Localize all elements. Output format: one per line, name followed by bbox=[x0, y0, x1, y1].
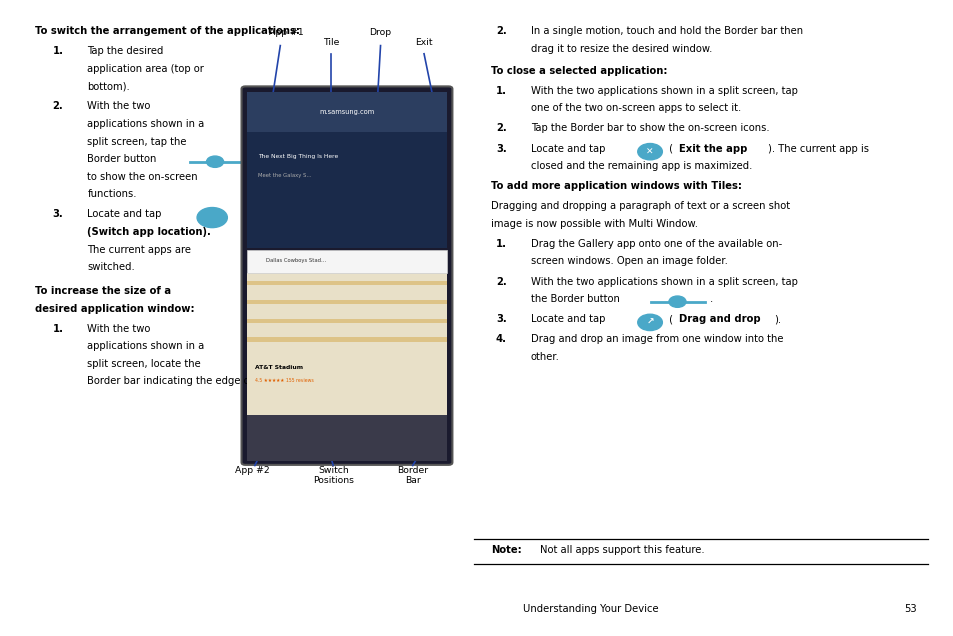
Circle shape bbox=[206, 156, 223, 167]
Text: The Next Big Thing Is Here: The Next Big Thing Is Here bbox=[257, 154, 337, 159]
Text: to show the on-screen: to show the on-screen bbox=[88, 172, 198, 182]
Circle shape bbox=[668, 296, 685, 307]
Text: Dragging and dropping a paragraph of text or a screen shot: Dragging and dropping a paragraph of tex… bbox=[491, 201, 789, 211]
Text: To switch the arrangement of the applications:: To switch the arrangement of the applica… bbox=[35, 26, 300, 36]
Text: Tap the desired: Tap the desired bbox=[88, 46, 164, 56]
Bar bbox=[247, 319, 446, 323]
Text: 53: 53 bbox=[903, 604, 916, 614]
Text: 2.: 2. bbox=[496, 26, 506, 36]
Text: .: . bbox=[709, 294, 712, 304]
Text: App #1: App #1 bbox=[269, 28, 303, 37]
Text: App #2: App #2 bbox=[234, 466, 269, 474]
Bar bbox=[247, 338, 446, 342]
Text: functions.: functions. bbox=[88, 190, 136, 199]
Text: 3.: 3. bbox=[52, 209, 63, 219]
Text: application area (top or: application area (top or bbox=[88, 64, 204, 74]
Circle shape bbox=[638, 144, 661, 160]
Text: Understanding Your Device: Understanding Your Device bbox=[522, 604, 658, 614]
Text: Locate and tap: Locate and tap bbox=[531, 144, 604, 153]
Text: 2.: 2. bbox=[52, 102, 63, 111]
Text: AT&T Stadium: AT&T Stadium bbox=[254, 365, 302, 370]
Text: To close a selected application:: To close a selected application: bbox=[491, 66, 667, 76]
Text: Note:: Note: bbox=[491, 544, 521, 555]
Text: 1.: 1. bbox=[52, 324, 63, 334]
Text: drag it to resize the desired window.: drag it to resize the desired window. bbox=[531, 44, 712, 53]
Text: (Switch app location).: (Switch app location). bbox=[88, 227, 211, 237]
Text: split screen, locate the: split screen, locate the bbox=[88, 359, 201, 369]
Text: split screen, tap the: split screen, tap the bbox=[88, 137, 187, 147]
Text: Locate and tap: Locate and tap bbox=[531, 314, 604, 324]
Text: other.: other. bbox=[531, 352, 559, 362]
Text: Tap the Border bar to show the on-screen icons.: Tap the Border bar to show the on-screen… bbox=[531, 123, 769, 134]
Text: With the two: With the two bbox=[88, 324, 151, 334]
Text: ).: ). bbox=[773, 314, 781, 324]
Text: bottom).: bottom). bbox=[88, 81, 130, 92]
Circle shape bbox=[638, 314, 661, 331]
Text: 1.: 1. bbox=[496, 86, 506, 96]
Text: desired application window:: desired application window: bbox=[35, 303, 194, 314]
Text: With the two: With the two bbox=[88, 102, 151, 111]
Text: Locate and tap: Locate and tap bbox=[88, 209, 162, 219]
Text: ✕: ✕ bbox=[645, 147, 653, 156]
Text: To add more application windows with Tiles:: To add more application windows with Til… bbox=[491, 181, 741, 191]
Text: one of the two on-screen apps to select it.: one of the two on-screen apps to select … bbox=[531, 103, 740, 113]
Text: switched.: switched. bbox=[88, 262, 135, 272]
Text: Drop: Drop bbox=[369, 28, 391, 37]
Text: 2.: 2. bbox=[496, 277, 506, 287]
Circle shape bbox=[197, 207, 227, 228]
Text: Meet the Galaxy S…: Meet the Galaxy S… bbox=[257, 173, 311, 178]
Text: (: ( bbox=[665, 144, 673, 153]
Text: With the two applications shown in a split screen, tap: With the two applications shown in a spl… bbox=[531, 277, 797, 287]
Text: image is now possible with Multi Window.: image is now possible with Multi Window. bbox=[491, 219, 698, 229]
Text: To increase the size of a: To increase the size of a bbox=[35, 286, 172, 296]
Text: The current apps are: The current apps are bbox=[88, 245, 192, 254]
Text: Border button: Border button bbox=[88, 154, 156, 164]
Text: Drag and drop: Drag and drop bbox=[679, 314, 760, 324]
Text: Exit the app: Exit the app bbox=[679, 144, 747, 153]
Text: Border
Bar: Border Bar bbox=[396, 466, 428, 485]
Bar bbox=[247, 415, 446, 461]
Bar bbox=[247, 281, 446, 286]
Text: applications shown in a: applications shown in a bbox=[88, 119, 205, 129]
FancyBboxPatch shape bbox=[241, 86, 452, 465]
Text: Tile: Tile bbox=[323, 38, 339, 47]
Text: ↗: ↗ bbox=[645, 318, 653, 327]
Text: 1.: 1. bbox=[52, 46, 63, 56]
Text: Drag and drop an image from one window into the: Drag and drop an image from one window i… bbox=[531, 335, 782, 344]
Text: applications shown in a: applications shown in a bbox=[88, 342, 205, 351]
Text: 3.: 3. bbox=[496, 314, 506, 324]
Text: m.samsung.com: m.samsung.com bbox=[319, 109, 375, 115]
Bar bbox=[247, 273, 446, 415]
Text: closed and the remaining app is maximized.: closed and the remaining app is maximize… bbox=[531, 161, 752, 171]
Text: the Border button: the Border button bbox=[531, 294, 619, 304]
Text: screen windows. Open an image folder.: screen windows. Open an image folder. bbox=[531, 256, 727, 266]
Text: Switch
Positions: Switch Positions bbox=[313, 466, 354, 485]
Text: 4.5 ★★★★★ 155 reviews: 4.5 ★★★★★ 155 reviews bbox=[254, 378, 314, 383]
Text: ). The current app is: ). The current app is bbox=[767, 144, 868, 153]
Text: 4.: 4. bbox=[496, 335, 506, 344]
Bar bbox=[247, 250, 446, 273]
Text: In a single motion, touch and hold the Border bar then: In a single motion, touch and hold the B… bbox=[531, 26, 802, 36]
Text: Border bar indicating the edge of the app window.: Border bar indicating the edge of the ap… bbox=[88, 377, 338, 387]
Bar bbox=[247, 132, 446, 247]
Text: 1.: 1. bbox=[496, 239, 506, 249]
Text: Dallas Cowboys Stad…: Dallas Cowboys Stad… bbox=[266, 258, 326, 263]
Text: Not all apps support this feature.: Not all apps support this feature. bbox=[539, 544, 704, 555]
Bar bbox=[247, 92, 446, 132]
Text: Drag the Gallery app onto one of the available on-: Drag the Gallery app onto one of the ava… bbox=[531, 239, 781, 249]
Bar bbox=[247, 300, 446, 304]
Text: 3.: 3. bbox=[496, 144, 506, 153]
Text: 2.: 2. bbox=[496, 123, 506, 134]
Text: Exit: Exit bbox=[415, 38, 433, 47]
Text: With the two applications shown in a split screen, tap: With the two applications shown in a spl… bbox=[531, 86, 797, 96]
Text: (: ( bbox=[665, 314, 673, 324]
